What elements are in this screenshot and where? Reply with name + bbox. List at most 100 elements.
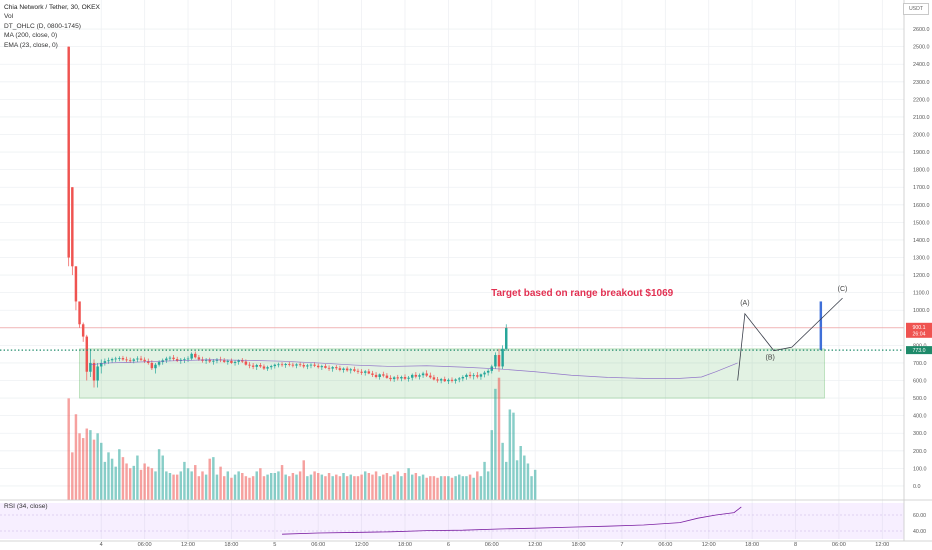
volume-bar <box>259 468 262 500</box>
candle-body <box>139 358 143 360</box>
wave-label: (C) <box>838 286 848 293</box>
price-tick-label: 1300.0 <box>913 256 930 262</box>
candle-body <box>410 374 414 378</box>
rsi-legend[interactable]: RSI (34, close) <box>4 503 48 510</box>
ema-line <box>90 359 738 379</box>
volume-bar <box>255 471 258 500</box>
time-tick-label: 12:00 <box>181 542 195 548</box>
volume-bar <box>273 473 277 500</box>
candle-body <box>439 379 443 381</box>
time-tick-label: 06:00 <box>658 542 672 548</box>
indicator-dt-ohlc[interactable]: DT_OHLC (D, 0800-1745) <box>4 22 81 30</box>
volume-bar <box>85 428 89 500</box>
candle-body <box>251 365 255 367</box>
volume-bar <box>114 466 117 500</box>
volume-bar <box>479 476 483 500</box>
volume-bar <box>237 471 240 500</box>
volume-bar <box>508 409 512 500</box>
volume-bar <box>367 473 371 500</box>
volume-bar <box>483 461 486 500</box>
volume-bar <box>327 473 331 500</box>
volume-bar <box>410 474 414 500</box>
candle-body <box>378 374 381 377</box>
volume-bar <box>425 477 428 500</box>
volume-bar <box>533 469 537 500</box>
candle-body <box>414 374 418 377</box>
candle-body <box>208 359 211 362</box>
volume-bar <box>179 471 183 500</box>
volume-bar <box>316 473 320 500</box>
volume-bar <box>501 442 504 500</box>
volume-bar <box>447 476 450 500</box>
volume-bar <box>96 433 99 500</box>
volume-bar <box>136 455 139 500</box>
volume-bar <box>100 442 103 500</box>
time-tick-label: 18:00 <box>398 542 412 548</box>
symbol-title[interactable]: Chia Network / Tether, 30, OKEX <box>4 4 100 11</box>
candle-body <box>262 366 266 369</box>
indicator-ma[interactable]: MA (200, close, 0) <box>4 32 58 40</box>
time-tick-label: 06:00 <box>832 542 846 548</box>
price-tick-label: 700.0 <box>913 361 927 367</box>
rsi-pane <box>0 503 904 539</box>
volume-bar <box>251 476 255 500</box>
candle-body <box>505 327 508 349</box>
candle-body <box>71 187 74 267</box>
volume-bar <box>309 474 313 500</box>
range-layer <box>79 348 825 399</box>
candle-body <box>121 358 125 360</box>
volume-bar <box>421 474 425 500</box>
candle-body <box>78 301 81 325</box>
candle-body <box>432 377 436 380</box>
volume-bar <box>78 433 81 500</box>
volume-bar <box>360 474 363 500</box>
volume-bar <box>92 439 96 500</box>
currency-button[interactable]: USDT <box>903 3 929 15</box>
candle-body <box>248 364 251 366</box>
candle-body <box>327 367 331 369</box>
volume-bar <box>349 474 352 500</box>
price-tick-label: 1200.0 <box>913 273 930 279</box>
candle-body <box>353 369 356 371</box>
volume-bar <box>298 471 302 500</box>
volume-bar <box>331 476 334 500</box>
candle-body <box>450 379 454 381</box>
indicator-vol[interactable]: Vol <box>4 13 14 21</box>
volume-bar <box>204 474 208 500</box>
volume-bar <box>512 412 515 500</box>
price-tick-label: 1500.0 <box>913 220 930 226</box>
volume-bar <box>356 476 360 500</box>
volume-bar <box>230 477 233 500</box>
candle-body <box>132 359 136 361</box>
volume-bar <box>392 474 396 500</box>
price-tick-label: 1100.0 <box>913 291 929 297</box>
candle-body <box>237 360 240 362</box>
candle-body <box>371 373 374 375</box>
volume-bar <box>248 477 251 500</box>
volume-bar <box>461 476 465 500</box>
volume-bar <box>363 471 367 500</box>
volume-bar <box>241 473 244 500</box>
volume-bar <box>291 473 295 500</box>
candle-body <box>269 366 273 368</box>
volume-bar <box>132 465 136 500</box>
candle-body <box>118 358 121 359</box>
volume-bar <box>443 476 446 500</box>
candle-body <box>150 362 154 369</box>
volume-bar <box>345 476 349 500</box>
candle-body <box>291 364 295 366</box>
time-tick-label: 6 <box>447 542 450 548</box>
indicator-ema[interactable]: EMA (23, close, 0) <box>4 41 58 49</box>
rsi-line <box>282 506 742 535</box>
volume-bar <box>385 473 389 500</box>
volume-bar <box>161 455 164 500</box>
price-tick-label: 0.0 <box>913 484 921 490</box>
wave-label: (B) <box>766 354 775 361</box>
wave-label: (A) <box>740 300 749 307</box>
volume-bar <box>110 458 114 500</box>
candle-body <box>335 367 338 369</box>
price-tick-label: 500.0 <box>913 396 927 402</box>
volume-bar <box>89 430 92 500</box>
candle-body <box>313 364 316 366</box>
